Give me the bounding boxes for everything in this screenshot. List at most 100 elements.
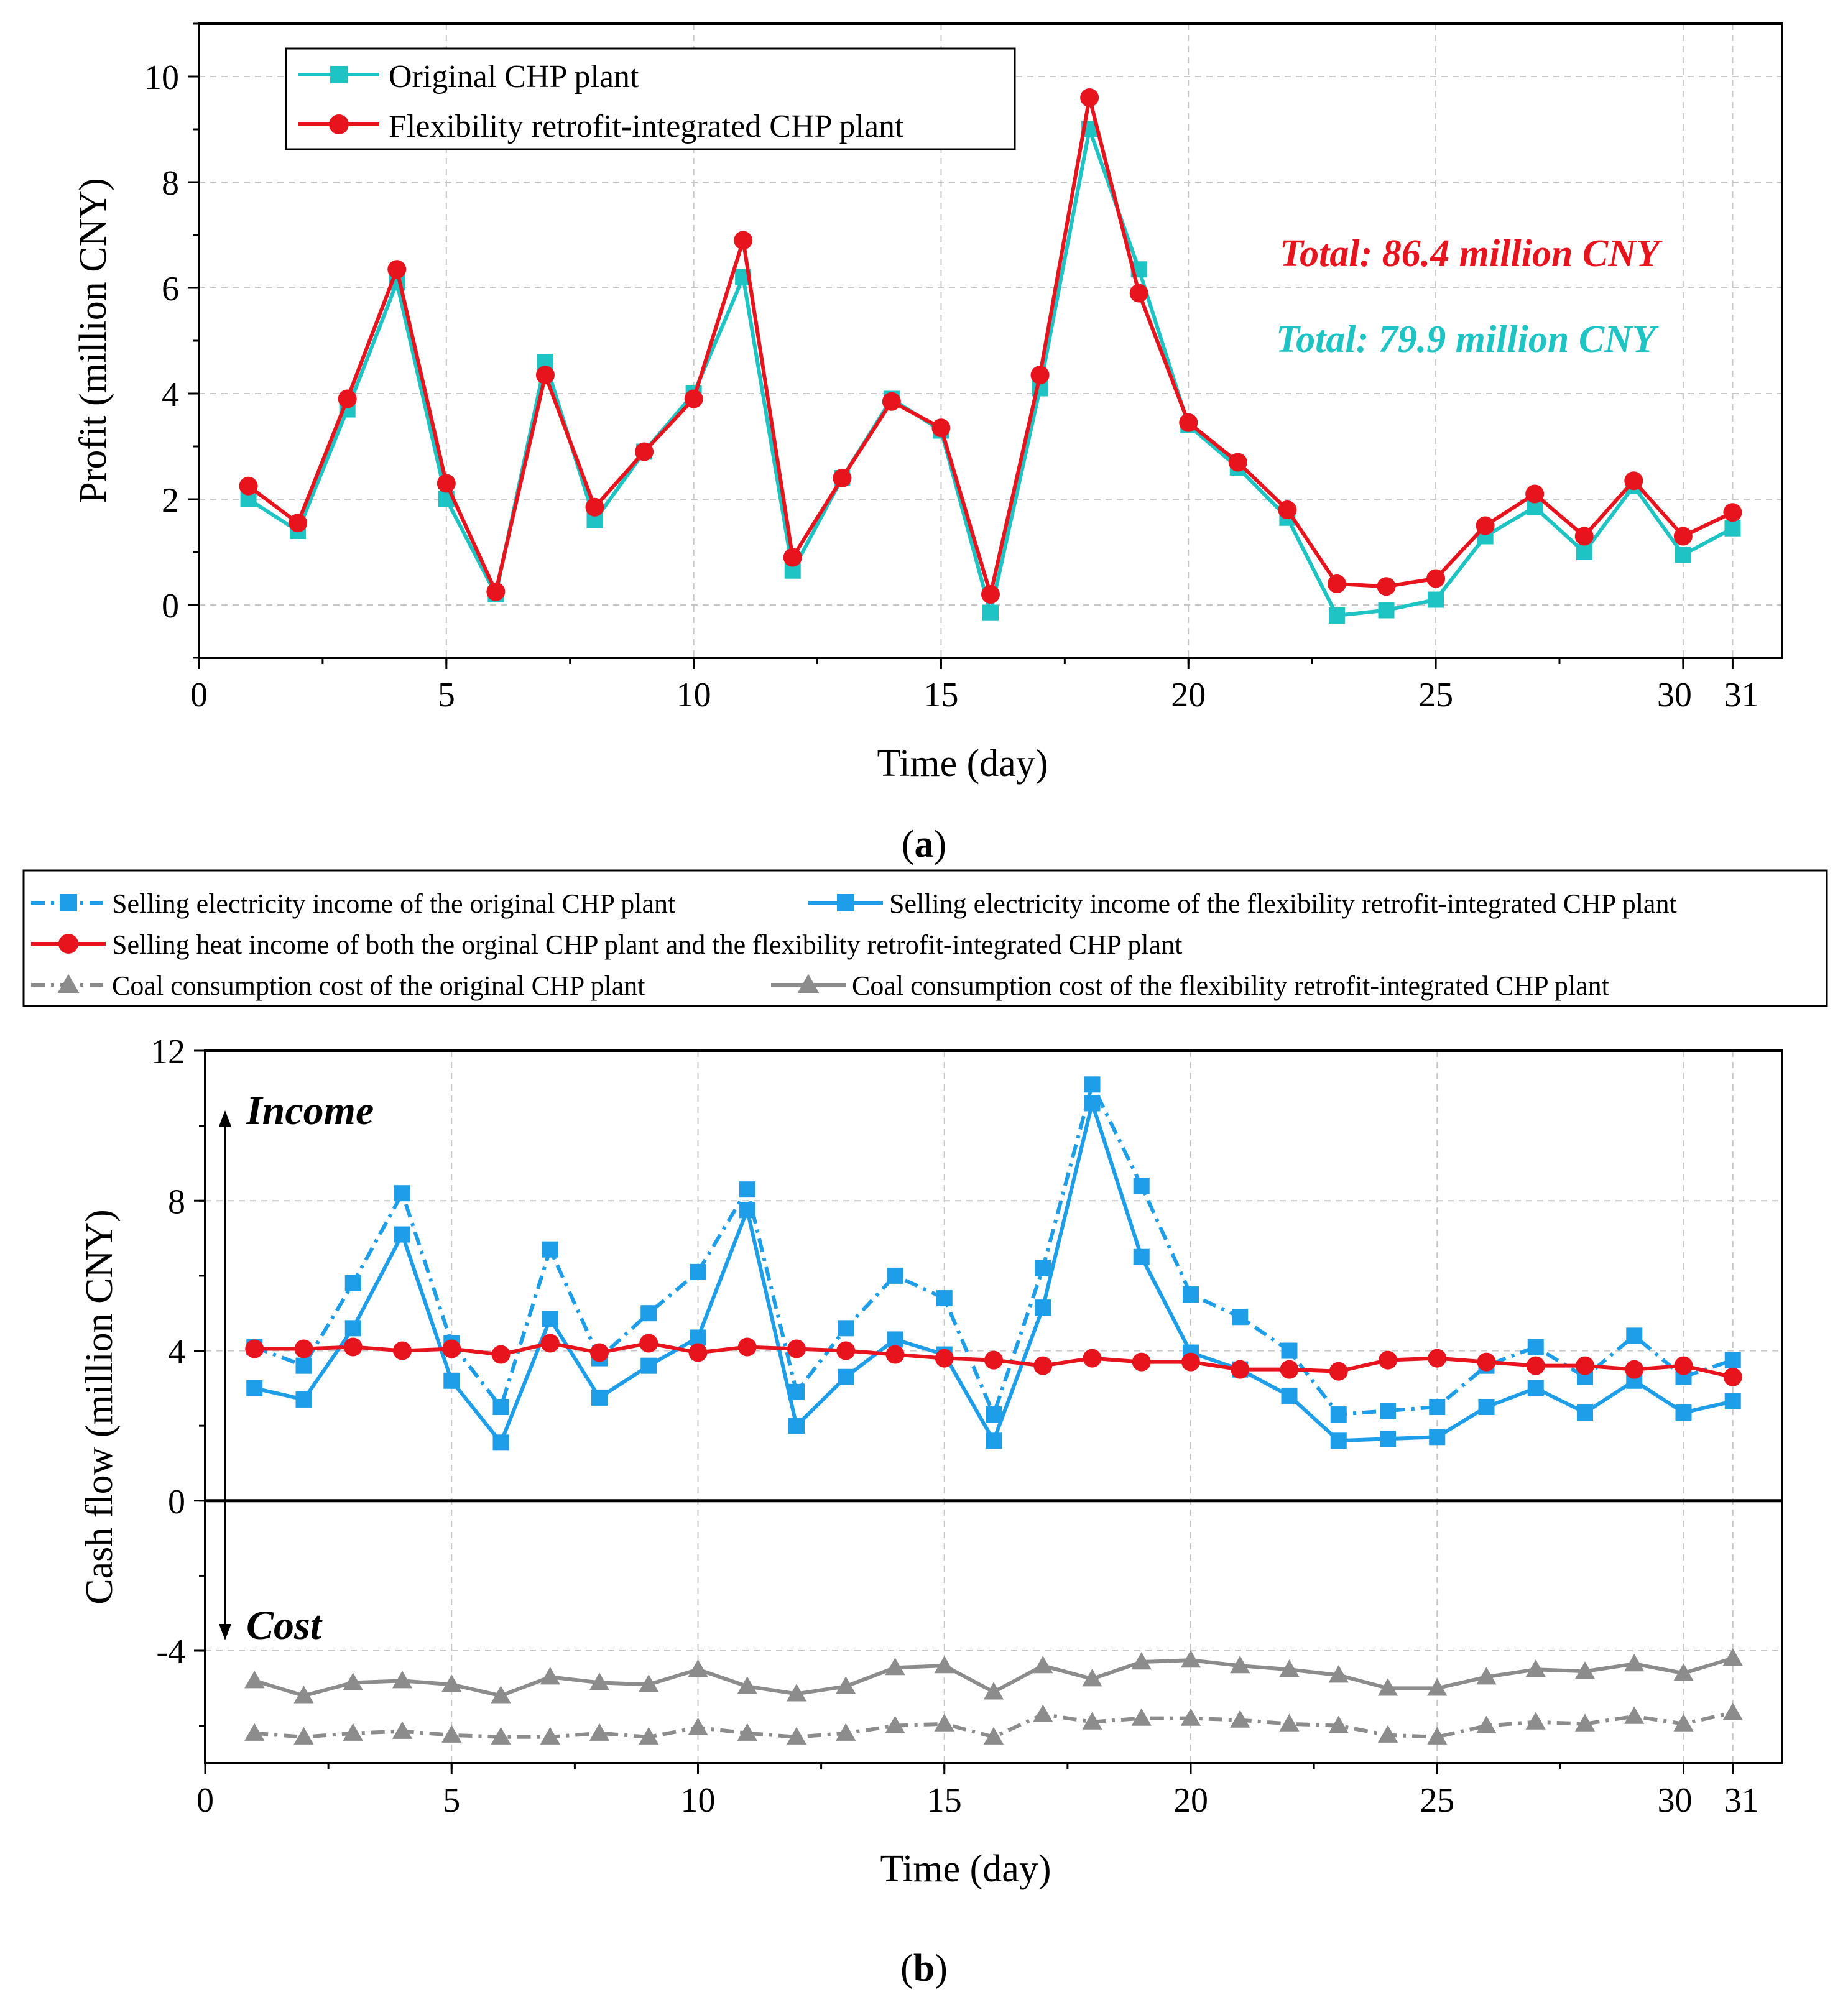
x-tick-label: 15	[923, 676, 958, 714]
legend-a: Original CHP plant Flexibility retrofit-i…	[285, 47, 1663, 361]
data-point	[1675, 547, 1691, 563]
data-point	[640, 1357, 657, 1374]
income-arrow-head	[219, 1110, 231, 1127]
data-point	[1082, 1669, 1102, 1687]
data-point	[1133, 1248, 1150, 1265]
caption-close: )	[935, 1947, 948, 1990]
x-tick-label: 0	[196, 1781, 214, 1820]
y-axis-label: Profit (million CNY)	[72, 178, 114, 504]
caption-close: )	[934, 823, 947, 865]
data-point	[1724, 1393, 1741, 1409]
data-point	[392, 1671, 413, 1689]
data-point	[590, 1343, 609, 1362]
x-tick-label: 20	[1173, 1781, 1208, 1820]
data-point	[1181, 1352, 1200, 1372]
data-point	[1280, 1360, 1299, 1379]
data-point	[1429, 1429, 1446, 1446]
data-point	[1526, 1356, 1545, 1375]
data-point	[1477, 1352, 1496, 1372]
income-cost-annotation: Income Cost	[219, 1088, 374, 1648]
legend-label: Coal consumption cost of the original CH…	[112, 971, 645, 1001]
data-point	[1231, 1360, 1250, 1379]
data-point	[486, 582, 506, 601]
data-point	[542, 1311, 558, 1327]
data-point	[1428, 591, 1444, 608]
data-point	[1281, 1342, 1298, 1359]
caption-open: (	[902, 823, 915, 865]
series-line	[254, 1101, 1734, 1445]
data-point	[1476, 1715, 1497, 1733]
x-tick-label: 25	[1418, 676, 1453, 714]
ticks	[188, 22, 1734, 669]
data-point	[293, 1727, 314, 1745]
data-point	[1330, 1406, 1347, 1423]
data-point	[935, 1349, 954, 1368]
total-original-annotation: Total: 79.9 million CNY	[1276, 318, 1659, 361]
data-point	[344, 1275, 361, 1291]
data-point	[1527, 1380, 1544, 1396]
data-point	[1279, 1713, 1300, 1732]
data-point	[1380, 1403, 1396, 1419]
x-axis-label: Time (day)	[880, 1848, 1051, 1890]
plot-frame	[204, 1049, 1783, 1764]
y-tick-label: 4	[168, 1333, 185, 1372]
data-point	[690, 1263, 706, 1280]
data-point	[983, 1727, 1004, 1745]
data-point	[491, 1686, 511, 1704]
data-point	[1722, 1648, 1743, 1666]
data-point	[343, 1337, 363, 1357]
series-4	[244, 1702, 1743, 1745]
series-2	[246, 1095, 1741, 1451]
data-point	[1624, 1706, 1645, 1724]
data-point	[1328, 1665, 1349, 1683]
chart-panel-a: 0 5 10 15 20 25 30 31 0 2 4 6 8 10 Time (day) Profit (m…	[72, 22, 1783, 785]
y-tick-label: 0	[168, 1483, 185, 1521]
data-point	[1624, 1654, 1645, 1672]
data-point	[688, 1717, 708, 1735]
data-point	[934, 1656, 954, 1674]
data-point	[344, 1320, 361, 1337]
data-point	[1180, 1708, 1201, 1726]
series-3	[245, 1334, 1742, 1386]
data-point	[931, 418, 951, 438]
data-point	[1624, 471, 1643, 491]
data-point	[639, 1334, 658, 1353]
data-point	[1281, 1387, 1298, 1404]
y-tick-label: 8	[168, 1183, 185, 1221]
data-point	[441, 1674, 462, 1692]
data-point	[492, 1434, 509, 1451]
x-tick-label: 15	[927, 1781, 962, 1820]
data-point	[1673, 1713, 1694, 1732]
data-point	[1083, 1349, 1102, 1368]
data-point	[1033, 1704, 1053, 1722]
total-flex-annotation: Total: 86.4 million CNY	[1280, 233, 1663, 275]
y-tick-label: -4	[156, 1633, 185, 1671]
x-tick-label: 31	[1724, 1781, 1759, 1820]
data-point	[1133, 1178, 1150, 1194]
data-point	[739, 1181, 755, 1198]
legend-marker	[58, 934, 78, 954]
legend-marker	[797, 974, 820, 994]
data-point	[585, 497, 604, 517]
data-point	[295, 1357, 312, 1374]
data-point	[535, 366, 555, 385]
data-point	[1033, 1656, 1053, 1674]
data-point	[1035, 1260, 1051, 1276]
data-point	[1132, 1352, 1151, 1372]
data-point	[1625, 1360, 1644, 1379]
legend-marker	[329, 114, 349, 134]
data-point	[1428, 1349, 1447, 1368]
data-point	[1674, 1356, 1693, 1375]
data-point	[394, 1185, 410, 1202]
data-point	[540, 1667, 560, 1685]
data-point	[542, 1241, 558, 1258]
legend-label: Selling electricity income of the origin…	[112, 888, 675, 919]
data-point	[591, 1389, 608, 1406]
legend-marker	[60, 894, 77, 911]
data-point	[734, 231, 753, 250]
data-point	[1327, 574, 1346, 593]
data-point	[1576, 544, 1592, 560]
y-tick-label: 2	[162, 481, 179, 520]
x-axis-label: Time (day)	[877, 742, 1048, 785]
